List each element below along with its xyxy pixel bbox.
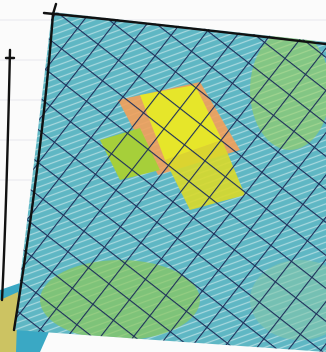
frame: [0, 2, 326, 332]
yellow-edge: [0, 292, 18, 352]
